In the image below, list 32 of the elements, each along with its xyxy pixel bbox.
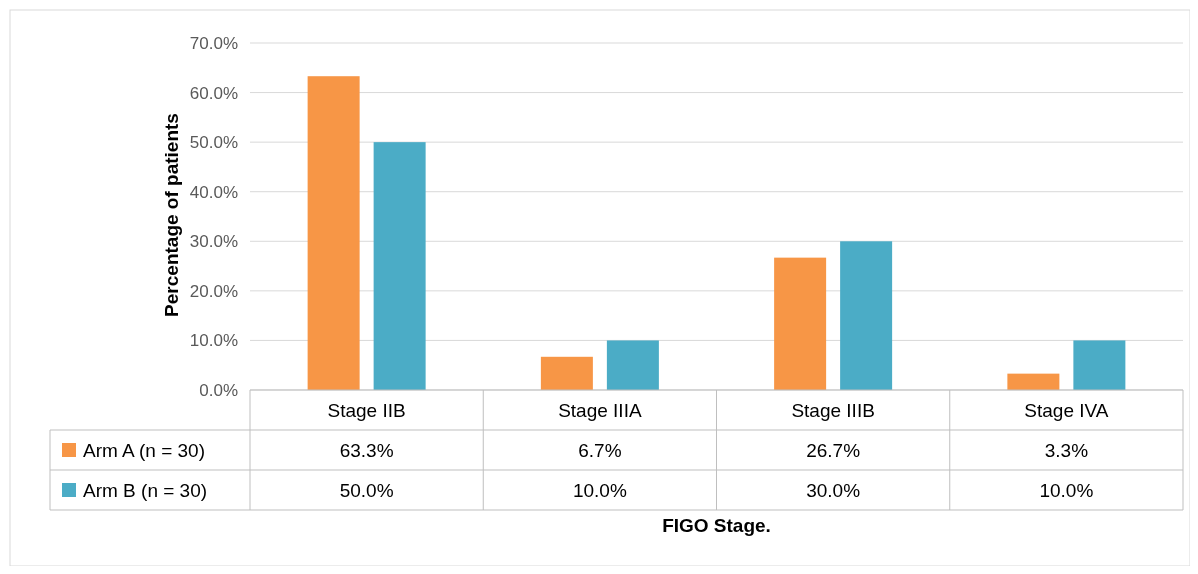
data-label: 6.7% (578, 439, 622, 461)
data-label: 10.0% (572, 479, 627, 501)
x-tick-label: Stage IVA (1024, 399, 1109, 421)
data-label: 63.3% (339, 439, 394, 461)
y-tick-label: 60.0% (189, 83, 238, 103)
x-tick-label: Stage IIB (327, 399, 406, 421)
bar (774, 257, 827, 390)
data-label: 30.0% (806, 479, 861, 501)
legend-label: Arm B (n = 30) (83, 479, 208, 501)
data-label: 26.7% (806, 439, 861, 461)
y-tick-label: 30.0% (189, 232, 238, 252)
data-label: 50.0% (339, 479, 394, 501)
bar (540, 356, 593, 390)
y-tick-label: 0.0% (199, 380, 238, 400)
y-tick-label: 70.0% (189, 33, 238, 53)
x-tick-label: Stage IIIA (558, 399, 642, 421)
data-label: 3.3% (1044, 439, 1089, 461)
y-tick-label: 10.0% (189, 331, 238, 351)
bar (307, 76, 360, 390)
bar (840, 241, 893, 390)
y-tick-label: 40.0% (189, 182, 238, 202)
data-label: 10.0% (1039, 479, 1094, 501)
legend-label: Arm A (n = 30) (83, 439, 205, 461)
bar (606, 340, 659, 390)
y-tick-label: 50.0% (189, 133, 238, 153)
bar (1073, 340, 1126, 390)
y-axis-title: Percentage of patients (161, 113, 182, 317)
y-tick-label: 20.0% (189, 281, 238, 301)
x-axis-title: FIGO Stage. (662, 515, 771, 536)
x-tick-label: Stage IIIB (791, 399, 875, 421)
bar (373, 142, 426, 390)
bar (1007, 373, 1060, 390)
